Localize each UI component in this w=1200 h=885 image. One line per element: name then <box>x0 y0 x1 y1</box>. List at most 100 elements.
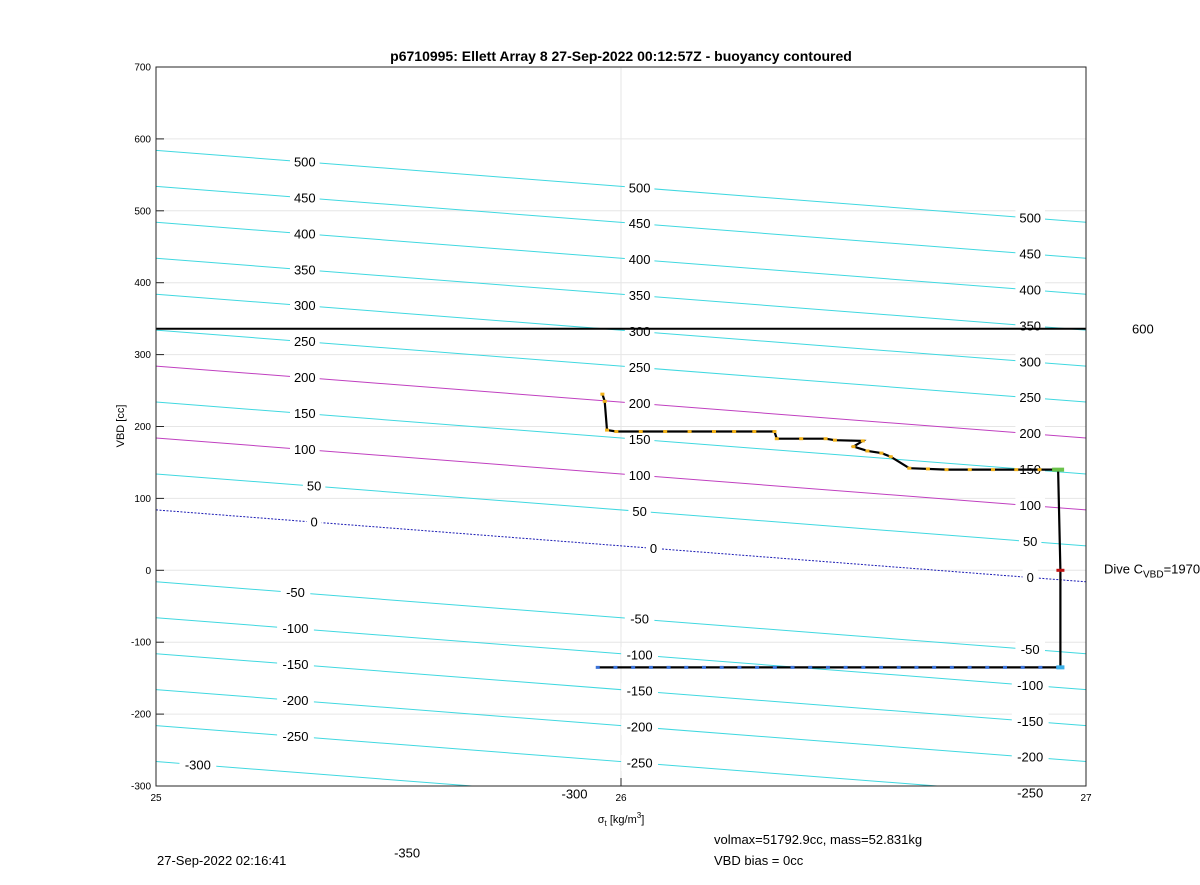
contour-label-bg <box>1019 533 1042 550</box>
contour-label: 500 <box>294 154 316 169</box>
dive-label-main: Dive C <box>1104 561 1143 576</box>
x-axis-label-symbol: σ <box>598 814 605 826</box>
contour-label-bg <box>624 395 655 412</box>
y-tick-labels: -300 -200 -100 0 100 200 300 400 500 600 700 <box>131 63 151 793</box>
contour-label: 400 <box>629 252 651 267</box>
contour-label: 50 <box>1023 534 1037 549</box>
descent-marker <box>701 665 706 669</box>
contour-label: -100 <box>1017 678 1043 693</box>
ascent-marker <box>772 430 777 434</box>
contour-label: 400 <box>294 226 316 241</box>
contour-label: 0 <box>310 515 317 530</box>
contour-label: 500 <box>1019 210 1041 225</box>
descent-marker <box>631 665 636 669</box>
contour-label: 150 <box>294 406 316 421</box>
footer-vbd-bias: VBD bias = 0cc <box>714 853 804 868</box>
ascent-marker <box>600 392 605 396</box>
contour-label-bg <box>290 369 320 386</box>
y-axis-label: VBD [cc] <box>115 405 127 448</box>
descent-marker <box>879 665 884 669</box>
contour-label-bg <box>277 620 314 637</box>
contour-label: -100 <box>627 648 653 663</box>
descent-marker <box>719 665 724 669</box>
contour-label: 200 <box>629 396 651 411</box>
x-axis-label-end: ] <box>641 814 644 826</box>
x-tick-label: 27 <box>1080 793 1092 804</box>
contour-label: 0 <box>1027 570 1034 585</box>
y-tick-label: 500 <box>134 206 151 217</box>
y-tick-label: 0 <box>145 566 151 577</box>
contour-label: 450 <box>294 190 316 205</box>
contour-label: 300 <box>294 298 316 313</box>
contour-label: 100 <box>294 442 316 457</box>
y-tick-label: 200 <box>134 422 151 433</box>
y-tick-label: 100 <box>134 494 151 505</box>
contour-label-bg <box>1015 317 1045 334</box>
contour-label-bg <box>290 333 320 350</box>
contour-label-bg <box>277 692 314 709</box>
contour-label-bg <box>1015 389 1045 406</box>
contour-label-bg <box>1015 497 1045 514</box>
contour-label-bg <box>179 756 217 773</box>
contour-label-bg <box>388 844 426 861</box>
contour-label: 450 <box>1019 246 1041 261</box>
ascent-marker <box>888 455 893 459</box>
descent-marker <box>896 665 901 669</box>
contour-label-bg <box>1015 245 1045 262</box>
contour-label: -50 <box>630 612 649 627</box>
ascent-marker <box>687 430 692 434</box>
ascent-marker <box>865 449 870 453</box>
ascent-marker <box>638 430 643 434</box>
descent-marker <box>1002 665 1007 669</box>
contour-label-bg <box>290 189 320 206</box>
descent-marker <box>914 665 919 669</box>
ascent-marker <box>1014 468 1019 472</box>
contour-label: -150 <box>627 684 653 699</box>
ascent-marker <box>602 399 607 403</box>
contour-label: 500 <box>629 180 651 195</box>
descent-marker <box>932 665 937 669</box>
contour-label-bg <box>1015 209 1045 226</box>
contour-label-bg <box>290 441 320 458</box>
contour-label: -100 <box>282 621 308 636</box>
y-tick-label: -200 <box>131 710 151 721</box>
ascent-marker <box>605 428 610 432</box>
descent-marker <box>772 665 777 669</box>
contour-label: 350 <box>1019 318 1041 333</box>
contour-label-bg <box>277 728 314 745</box>
contour-label-bg <box>290 261 320 278</box>
contour-label-bg <box>1011 713 1049 730</box>
contour-label: 0 <box>650 541 657 556</box>
dive-label-end: =1970 <box>1164 561 1200 576</box>
contour-labels: -350 -300 -300 -250 -250 -250 -200 -200 -200 -150… <box>179 153 1049 861</box>
contour-label: 50 <box>632 504 646 519</box>
contour-label-bg <box>1015 425 1045 442</box>
ascent-marker <box>860 439 865 443</box>
contour-label: -250 <box>627 755 653 770</box>
descent-marker <box>648 665 653 669</box>
descent-marker <box>985 665 990 669</box>
contour-label: -200 <box>282 693 308 708</box>
contour-label: 200 <box>294 370 316 385</box>
ascent-marker <box>823 437 828 441</box>
end-marker <box>1056 665 1065 670</box>
chart-title: p6710995: Ellett Array 8 27-Sep-2022 00:… <box>390 48 852 64</box>
contour-label: -250 <box>1017 786 1043 801</box>
contour-label: -200 <box>1017 750 1043 765</box>
descent-marker <box>1038 665 1043 669</box>
contour-label: -150 <box>282 657 308 672</box>
contour-label-bg <box>1015 641 1045 658</box>
contour-label-bg <box>1022 569 1038 586</box>
x-axis-label-sub: t <box>605 819 608 828</box>
contour-label-bg <box>302 478 326 495</box>
contour-label: 300 <box>1019 354 1041 369</box>
dive-label-sub: VBD <box>1143 569 1164 580</box>
descent-marker <box>861 665 866 669</box>
descent-marker <box>684 665 689 669</box>
contour-label: 150 <box>629 432 651 447</box>
contour-label-bg <box>280 584 311 601</box>
descent-marker <box>613 665 618 669</box>
ascent-marker <box>799 437 804 441</box>
x-axis-label-sup: 3 <box>637 811 642 820</box>
